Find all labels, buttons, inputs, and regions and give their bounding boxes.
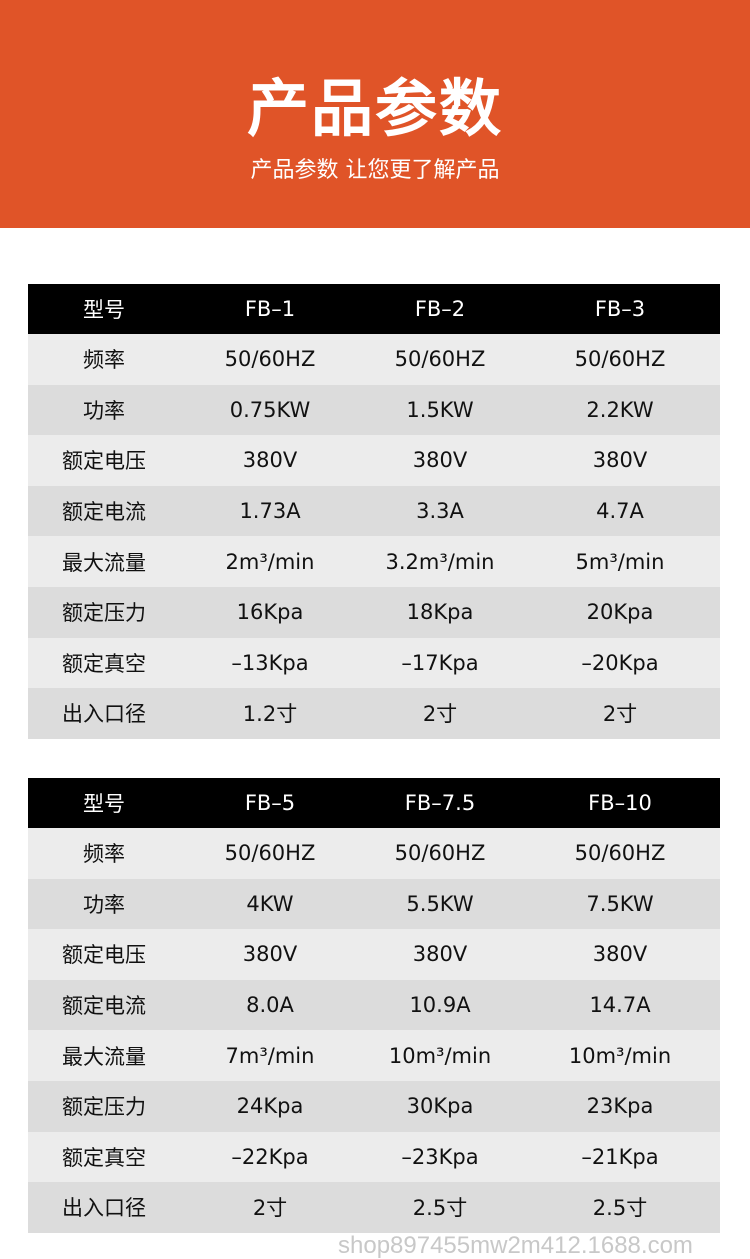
cell-value: 5.5KW — [406, 891, 474, 916]
cell-value: 30Kpa — [406, 1094, 474, 1119]
table-row: 额定真空 –13Kpa –17Kpa –20Kpa — [28, 637, 720, 689]
cell-value: –20Kpa — [581, 650, 659, 675]
cell-value: 50/60HZ — [574, 841, 666, 866]
cell-value: 5m³/min — [575, 549, 665, 574]
cell-value: 18Kpa — [406, 600, 474, 625]
row-label: 功率 — [83, 398, 125, 423]
cell-value: 3.3A — [416, 499, 464, 524]
header-banner: 产品参数 产品参数 让您更了解产品 — [0, 0, 750, 228]
cell-value: 10.9A — [409, 993, 471, 1018]
table-row: 额定电压 380V 380V 380V — [28, 929, 720, 980]
page-subtitle: 产品参数 让您更了解产品 — [250, 158, 500, 183]
row-label: 型号 — [83, 792, 125, 816]
table-row: 出入口径 1.2寸 2寸 2寸 — [28, 688, 720, 739]
cell-value: 2.5寸 — [412, 1196, 468, 1221]
cell-value: 50/60HZ — [394, 347, 486, 372]
cell-value: 8.0A — [246, 993, 294, 1018]
row-label: 频率 — [83, 842, 125, 867]
cell-value: 24Kpa — [236, 1094, 304, 1119]
cell-value: 2寸 — [602, 702, 638, 727]
cell-value: 50/60HZ — [574, 347, 666, 372]
cell-value: 2寸 — [422, 702, 458, 727]
page-title: 产品参数 — [246, 72, 503, 145]
table-row: 额定压力 16Kpa 18Kpa 20Kpa — [28, 586, 720, 638]
cell-value: 4.7A — [596, 499, 644, 524]
cell-value: 20Kpa — [586, 600, 654, 625]
cell-value: FB–2 — [414, 297, 466, 321]
cell-value: FB–7.5 — [404, 791, 476, 815]
table-header: 型号 FB–5 FB–7.5 FB–10 — [28, 778, 720, 828]
spec-table-2: 型号 FB–5 FB–7.5 FB–10 频率 50/60HZ 50/60HZ 50/60HZ… — [28, 778, 720, 1233]
cell-value: 380V — [412, 942, 468, 967]
cell-value: 380V — [592, 942, 648, 967]
cell-value: –17Kpa — [401, 650, 479, 675]
cell-value: 2m³/min — [225, 549, 315, 574]
table-row: 额定压力 24Kpa 30Kpa 23Kpa — [28, 1080, 720, 1132]
row-label: 最大流量 — [62, 550, 146, 575]
cell-value: 16Kpa — [236, 600, 304, 625]
row-label: 额定真空 — [62, 651, 146, 676]
row-label: 出入口径 — [62, 1196, 146, 1221]
watermark: shop897455mw2m412.1688.com — [338, 1232, 693, 1259]
cell-value: 7m³/min — [225, 1043, 315, 1068]
cell-value: 50/60HZ — [224, 841, 316, 866]
row-label: 额定真空 — [62, 1145, 146, 1170]
cell-value: 50/60HZ — [224, 347, 316, 372]
cell-value: 380V — [592, 448, 648, 473]
row-label: 型号 — [83, 298, 125, 322]
row-label: 最大流量 — [62, 1044, 146, 1069]
cell-value: 2.2KW — [586, 397, 654, 422]
row-label: 额定压力 — [62, 1095, 146, 1120]
cell-value: 1.5KW — [406, 397, 474, 422]
cell-value: FB–3 — [594, 297, 646, 321]
spec-table-1: 型号 FB–1 FB–2 FB–3 频率 50/60HZ 50/60HZ 50/60HZ 功率 0… — [28, 284, 720, 739]
cell-value: –21Kpa — [581, 1144, 659, 1169]
table-row: 额定电压 380V 380V 380V — [28, 435, 720, 486]
cell-value: 2寸 — [252, 1196, 288, 1221]
table-row: 功率 0.75KW 1.5KW 2.2KW — [28, 384, 720, 436]
table-row: 功率 4KW 5.5KW 7.5KW — [28, 878, 720, 930]
cell-value: FB–1 — [244, 297, 296, 321]
table-row: 额定电流 1.73A 3.3A 4.7A — [28, 485, 720, 537]
cell-value: 380V — [242, 448, 298, 473]
table-row: 最大流量 7m³/min 10m³/min 10m³/min — [28, 1030, 720, 1081]
cell-value: 4KW — [246, 891, 294, 916]
row-label: 功率 — [83, 892, 125, 917]
table-row: 出入口径 2寸 2.5寸 2.5寸 — [28, 1182, 720, 1233]
cell-value: 3.2m³/min — [385, 549, 495, 574]
cell-value: FB–10 — [588, 791, 652, 815]
row-label: 频率 — [83, 348, 125, 373]
cell-value: 1.2寸 — [242, 702, 298, 727]
cell-value: FB–5 — [244, 791, 296, 815]
row-label: 额定压力 — [62, 601, 146, 626]
table-row: 频率 50/60HZ 50/60HZ 50/60HZ — [28, 828, 720, 879]
row-label: 额定电压 — [62, 449, 146, 474]
cell-value: 380V — [412, 448, 468, 473]
cell-value: 10m³/min — [568, 1043, 672, 1068]
table-row: 频率 50/60HZ 50/60HZ 50/60HZ — [28, 334, 720, 385]
table-row: 额定真空 –22Kpa –23Kpa –21Kpa — [28, 1131, 720, 1183]
row-label: 额定电流 — [62, 994, 146, 1019]
cell-value: 1.73A — [239, 499, 301, 524]
cell-value: 380V — [242, 942, 298, 967]
table-row: 最大流量 2m³/min 3.2m³/min 5m³/min — [28, 536, 720, 587]
cell-value: 2.5寸 — [592, 1196, 648, 1221]
cell-value: 14.7A — [589, 993, 651, 1018]
cell-value: –22Kpa — [231, 1144, 309, 1169]
row-label: 额定电流 — [62, 500, 146, 525]
cell-value: 23Kpa — [586, 1094, 654, 1119]
table-header: 型号 FB–1 FB–2 FB–3 — [28, 284, 720, 334]
cell-value: 10m³/min — [388, 1043, 492, 1068]
row-label: 出入口径 — [62, 702, 146, 727]
cell-value: 0.75KW — [229, 397, 311, 422]
cell-value: 7.5KW — [586, 891, 654, 916]
row-label: 额定电压 — [62, 943, 146, 968]
cell-value: –23Kpa — [401, 1144, 479, 1169]
cell-value: –13Kpa — [231, 650, 309, 675]
cell-value: 50/60HZ — [394, 841, 486, 866]
table-row: 额定电流 8.0A 10.9A 14.7A — [28, 979, 720, 1031]
